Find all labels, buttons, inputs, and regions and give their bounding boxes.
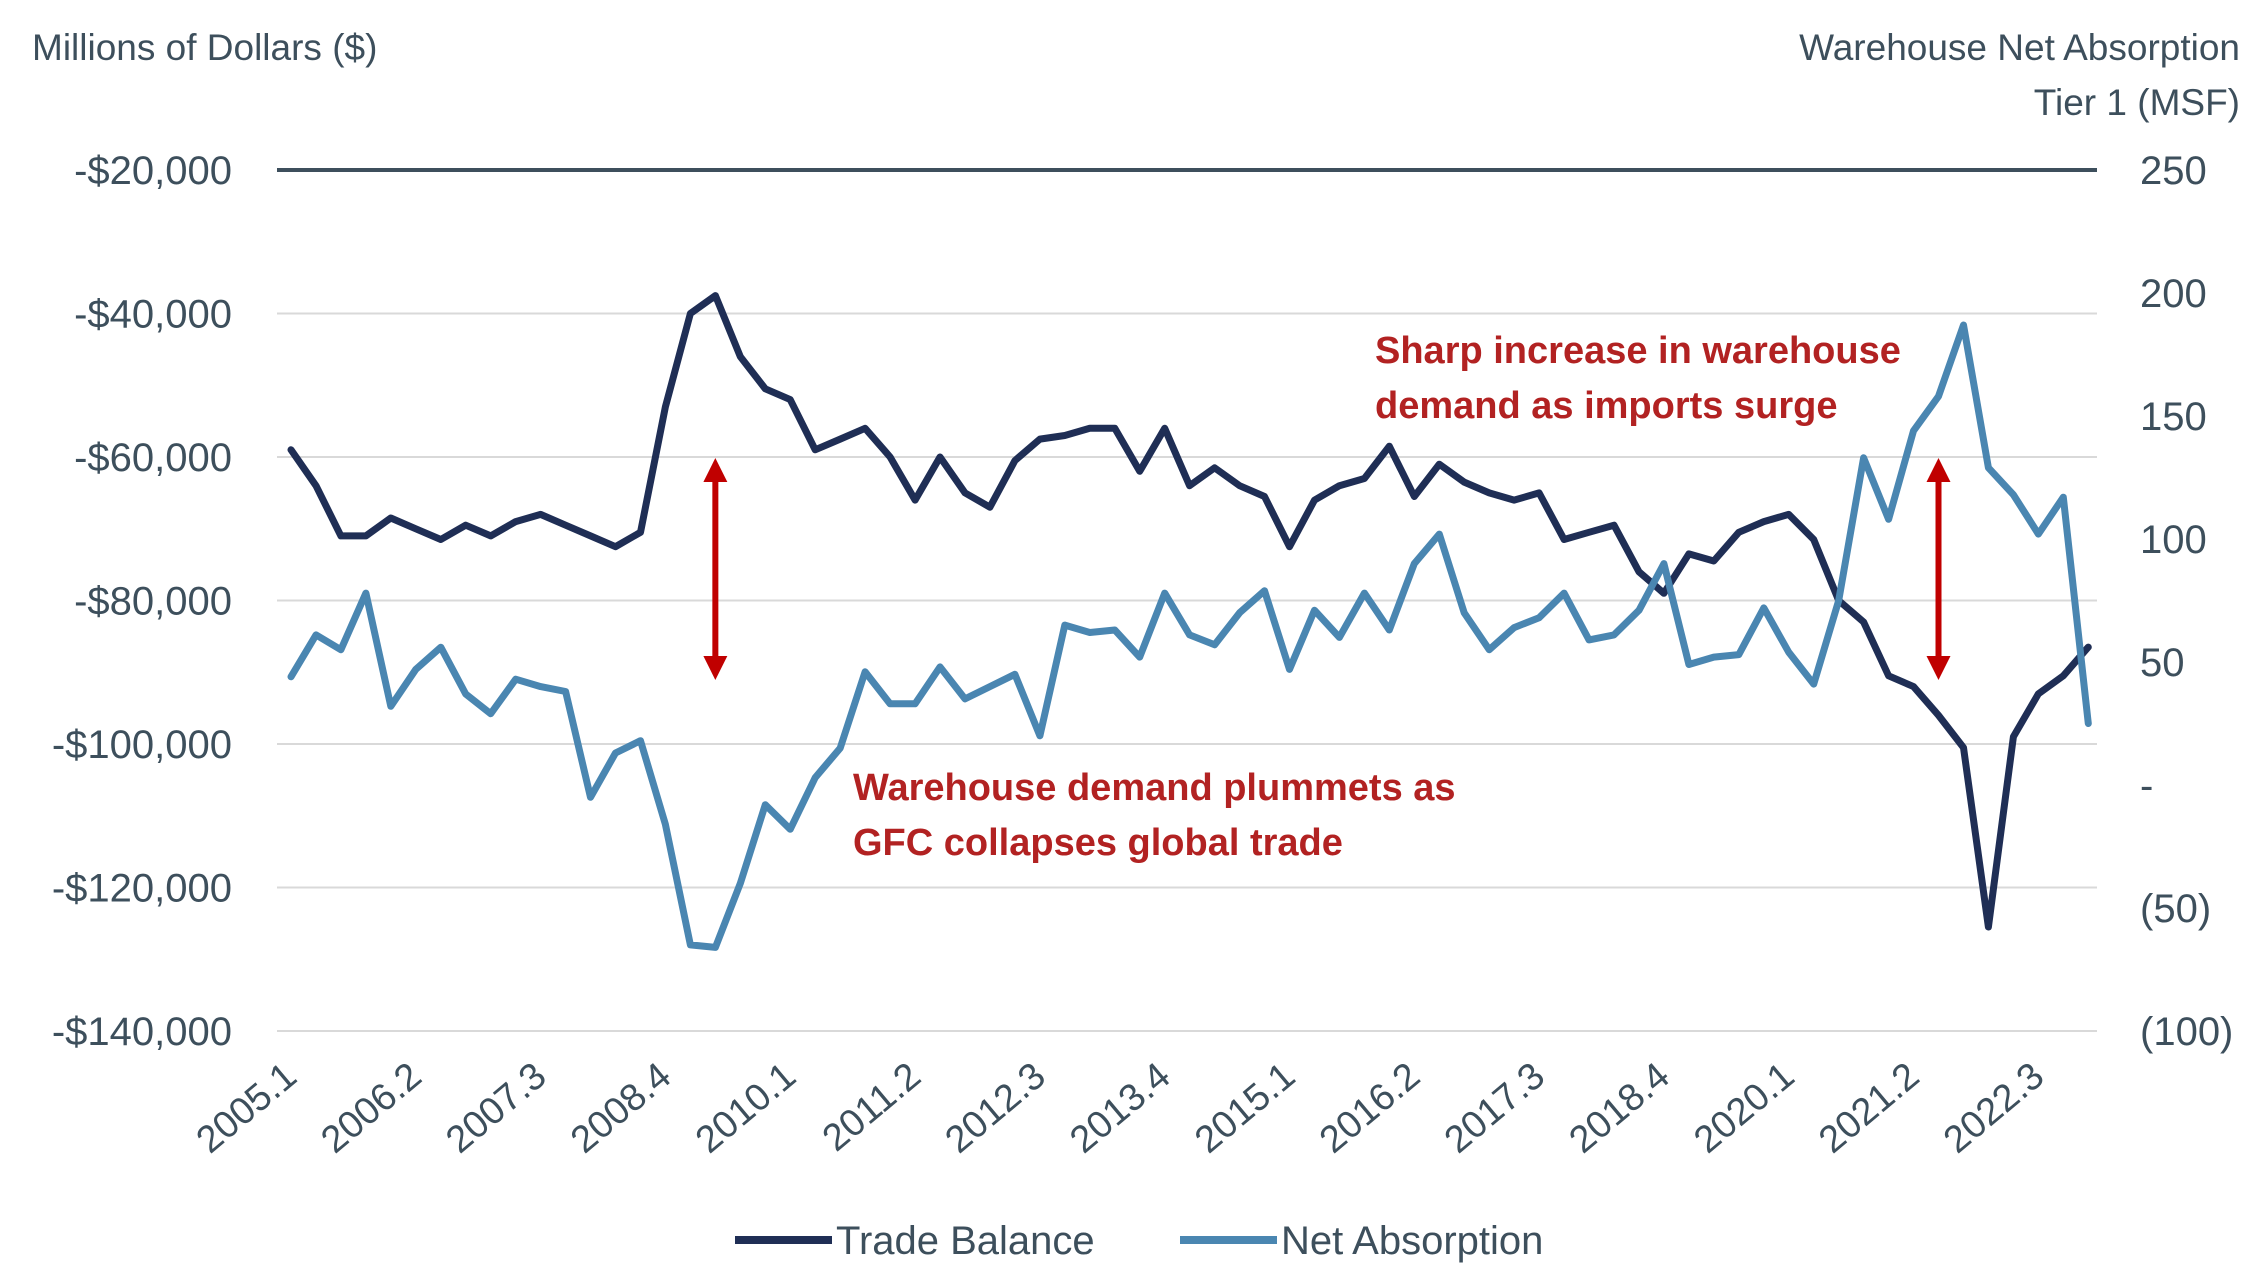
right-tick-label: 250 <box>2140 149 2207 193</box>
series-lines <box>287 292 2092 951</box>
x-tick-label: 2021.2 <box>1811 1055 1927 1162</box>
right-tick-label: 200 <box>2140 272 2207 316</box>
x-tick-label: 2012.3 <box>938 1055 1054 1162</box>
right-axis-title-line1: Warehouse Net Absorption <box>1799 27 2240 68</box>
x-tick-label: 2011.2 <box>815 1055 929 1160</box>
left-tick-label: -$40,000 <box>74 293 232 337</box>
axis-labels: Millions of Dollars ($) Warehouse Net Ab… <box>32 27 2240 864</box>
left-tick-label: -$100,000 <box>52 723 232 767</box>
legend: Trade Balance Net Absorption <box>735 1219 1543 1263</box>
annotation-gfc-line1: Warehouse demand plummets as <box>853 767 1456 809</box>
annotation-import-surge-line2: demand as imports surge <box>1375 385 1837 427</box>
left-tick-label: -$60,000 <box>74 436 232 480</box>
gridlines <box>277 168 2097 1032</box>
right-tick-label: - <box>2140 764 2153 808</box>
legend-label-trade-balance: Trade Balance <box>836 1219 1095 1263</box>
right-tick-label: (100) <box>2140 1010 2233 1054</box>
x-tick-label: 2017.3 <box>1437 1055 1553 1162</box>
right-tick-label: (50) <box>2140 887 2211 931</box>
left-axis-title: Millions of Dollars ($) <box>32 27 377 68</box>
x-tick-label: 2007.3 <box>438 1055 554 1162</box>
annotation-gfc-line2: GFC collapses global trade <box>853 822 1343 864</box>
x-tick-label: 2020.1 <box>1686 1055 1802 1162</box>
right-tick-label: 100 <box>2140 518 2207 562</box>
left-tick-label: -$120,000 <box>52 867 232 911</box>
x-tick-label: 2022.3 <box>1936 1055 2052 1162</box>
left-tick-label: -$80,000 <box>74 580 232 624</box>
x-tick-label: 2016.2 <box>1312 1055 1428 1162</box>
annotation-import-surge-line1: Sharp increase in warehouse <box>1375 330 1901 372</box>
x-tick-label: 2015.1 <box>1187 1055 1303 1162</box>
series-line-trade-balance <box>287 292 2092 931</box>
legend-label-net-absorption: Net Absorption <box>1281 1219 1543 1263</box>
left-tick-label: -$20,000 <box>74 149 232 193</box>
x-tick-label: 2006.2 <box>314 1055 430 1162</box>
annotation-arrows <box>703 458 1951 680</box>
x-tick-label: 2005.1 <box>189 1055 305 1162</box>
x-tick-label: 2010.1 <box>688 1055 804 1162</box>
x-tick-label: 2013.4 <box>1062 1055 1178 1162</box>
x-tick-label: 2008.4 <box>563 1055 679 1162</box>
x-tick-label: 2018.4 <box>1562 1055 1678 1162</box>
right-tick-label: 50 <box>2140 641 2185 685</box>
right-tick-label: 150 <box>2140 395 2207 439</box>
right-axis-title-line2: Tier 1 (MSF) <box>2034 82 2240 123</box>
left-tick-label: -$140,000 <box>52 1010 232 1054</box>
series-line-net-absorption <box>287 321 2092 951</box>
